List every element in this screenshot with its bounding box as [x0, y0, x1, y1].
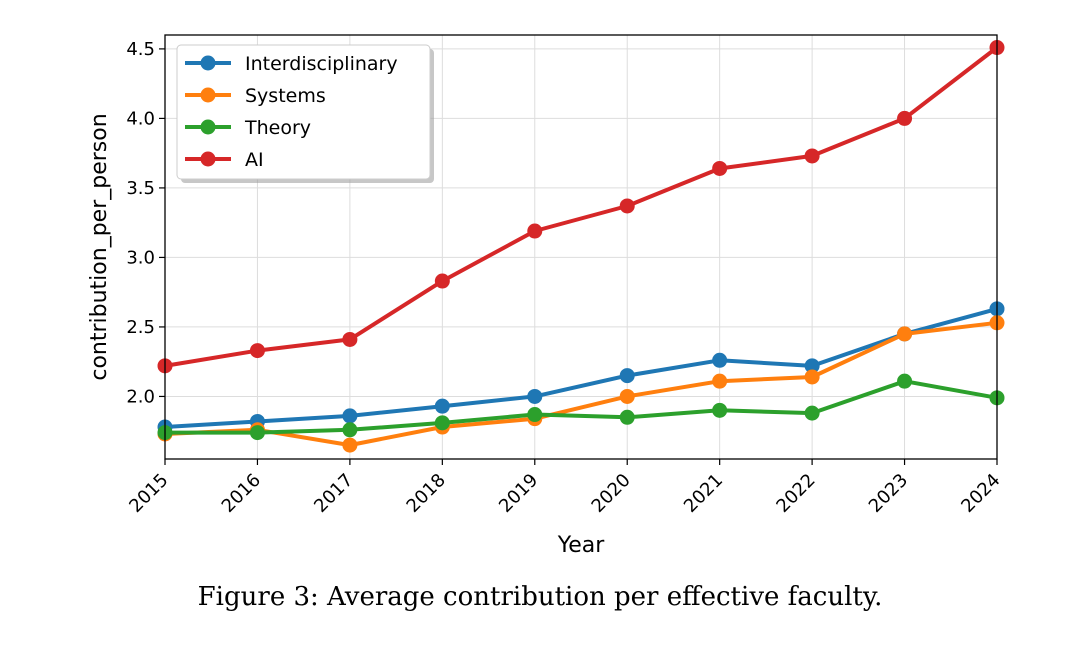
data-point-theory [342, 422, 358, 438]
legend-marker-ai [200, 151, 216, 167]
data-point-systems [712, 373, 728, 389]
data-point-interdisciplinary [342, 408, 358, 424]
legend-label-theory: Theory [244, 117, 311, 139]
x-tick-label: 2018 [403, 470, 450, 517]
data-point-systems [342, 437, 358, 453]
legend-marker-systems [200, 87, 216, 103]
y-tick-label: 3.5 [126, 178, 155, 199]
x-tick-label: 2021 [680, 470, 727, 517]
line-chart: 2015 2016 2017 2018 2019 2020 2021 2022 2023 2024… [87, 34, 1005, 558]
x-tick-label: 2019 [495, 470, 542, 517]
legend-marker-interdisciplinary [200, 55, 216, 71]
legend-label-ai: AI [245, 149, 264, 171]
legend-label-interdisciplinary: Interdisciplinary [245, 53, 398, 75]
x-tick-label: 2024 [957, 470, 1004, 517]
data-point-interdisciplinary [619, 368, 635, 384]
data-point-theory [712, 402, 728, 418]
data-point-ai [712, 160, 728, 176]
figure-caption: Figure 3: Average contribution per effec… [197, 582, 883, 612]
data-point-theory [619, 409, 635, 425]
legend-item-theory: Theory [185, 117, 311, 139]
legend-label-systems: Systems [245, 85, 326, 107]
series-line-theory [165, 379, 998, 435]
x-tick-label: 2015 [125, 470, 172, 517]
data-point-interdisciplinary [434, 398, 450, 414]
data-point-systems [897, 326, 913, 342]
y-axis-label: contribution_per_person [87, 113, 112, 380]
x-axis: 2015 2016 2017 2018 2019 2020 2021 2022 2023 2024 [125, 459, 1005, 517]
data-point-theory [804, 405, 820, 421]
data-point-ai [804, 148, 820, 164]
data-point-theory [434, 415, 450, 431]
y-tick-label: 2.5 [126, 317, 155, 338]
x-axis-label: Year [557, 533, 606, 558]
legend-item-systems: Systems [185, 85, 326, 107]
plot-frame [164, 34, 998, 460]
legend-box [176, 44, 431, 180]
data-point-interdisciplinary [712, 352, 728, 368]
series-line-interdisciplinary [164, 306, 998, 429]
x-tick-label: 2020 [588, 470, 635, 517]
series-line-ai [164, 45, 999, 368]
series-layer [157, 40, 1005, 453]
data-point-ai [342, 331, 358, 347]
series-line-systems [164, 320, 998, 448]
data-point-interdisciplinary [804, 358, 820, 374]
legend-item-ai: AI [185, 149, 264, 171]
series-theory [157, 373, 1005, 441]
data-point-interdisciplinary [527, 388, 543, 404]
data-point-ai [527, 223, 543, 239]
legend: Interdisciplinary Systems Theory AI [176, 44, 434, 183]
data-point-theory [249, 425, 265, 441]
data-point-ai [434, 273, 450, 289]
x-tick-label: 2022 [772, 470, 819, 517]
x-tick-label: 2016 [218, 470, 265, 517]
y-axis: 2.0 2.5 3.0 3.5 4.0 4.5 [126, 39, 165, 407]
grid [164, 35, 998, 459]
y-tick-label: 4.5 [126, 39, 155, 60]
data-point-systems [619, 388, 635, 404]
data-point-theory [527, 407, 543, 423]
legend-marker-theory [200, 119, 216, 135]
y-tick-label: 3.0 [126, 247, 155, 268]
y-tick-label: 4.0 [126, 108, 155, 129]
data-point-ai [249, 343, 265, 359]
legend-item-interdisciplinary: Interdisciplinary [185, 53, 398, 75]
data-point-theory [897, 373, 913, 389]
data-point-systems [804, 369, 820, 385]
data-point-ai [619, 198, 635, 214]
x-tick-label: 2023 [865, 470, 912, 517]
x-tick-label: 2017 [310, 470, 357, 517]
data-point-ai [897, 110, 913, 126]
y-tick-label: 2.0 [126, 386, 155, 407]
